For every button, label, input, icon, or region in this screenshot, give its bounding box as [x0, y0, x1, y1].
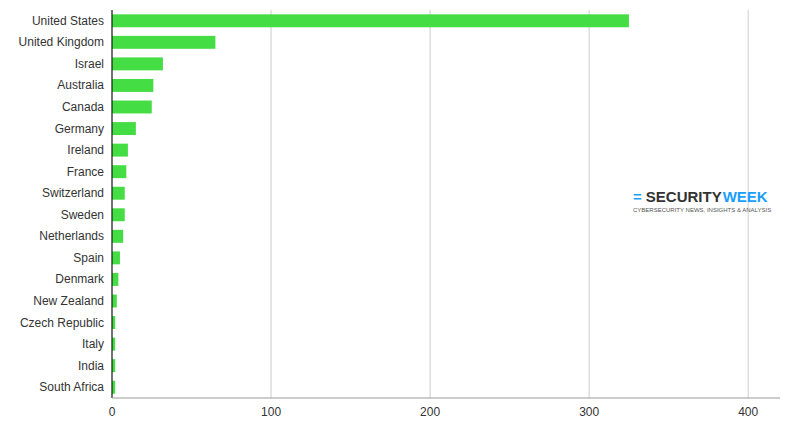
logo-tagline: CYBERSECURITY NEWS, INSIGHTS & ANALYSIS [633, 207, 771, 213]
category-label: Spain [73, 251, 104, 265]
bar [112, 57, 163, 70]
category-label: India [78, 359, 104, 373]
bar [112, 14, 629, 27]
category-label: United Kingdom [19, 35, 104, 49]
logo: =SECURITYWEEK CYBERSECURITY NEWS, INSIGHT… [633, 188, 771, 214]
category-label: Netherlands [39, 229, 104, 243]
bar [112, 251, 120, 264]
logo-text: = [633, 188, 642, 205]
category-label: South Africa [39, 380, 104, 394]
category-label: Italy [82, 337, 104, 351]
bar [112, 230, 123, 243]
grid-line [589, 10, 590, 398]
category-label: Sweden [61, 208, 104, 222]
bar [112, 144, 128, 157]
x-axis: 0 100 200 300 400 [109, 405, 759, 419]
category-label: Australia [57, 78, 104, 92]
category-label: New Zealand [33, 294, 104, 308]
bar [112, 187, 125, 200]
bars [112, 14, 629, 393]
grid [112, 10, 748, 398]
category-label: Switzerland [42, 186, 104, 200]
category-label: Czech Republic [20, 316, 104, 330]
x-axis-line [112, 398, 780, 399]
bar [112, 273, 118, 286]
category-label: Ireland [67, 143, 104, 157]
category-label: Germany [55, 122, 104, 136]
logo-text: WEEK [723, 188, 768, 205]
y-axis-line [112, 10, 113, 398]
tick-label: 0 [109, 405, 116, 419]
category-label: Denmark [55, 272, 105, 286]
tick-label: 200 [420, 405, 440, 419]
category-label: Israel [75, 57, 104, 71]
bar [112, 295, 117, 308]
category-label: Canada [62, 100, 104, 114]
bar [112, 122, 136, 135]
grid-line [430, 10, 431, 398]
tick-label: 100 [261, 405, 281, 419]
tick-label: 400 [738, 405, 758, 419]
bar [112, 79, 153, 92]
category-label: France [67, 165, 105, 179]
bar [112, 165, 126, 178]
bar [112, 208, 125, 221]
y-axis: United States United Kingdom Israel Austral… [19, 14, 105, 394]
grid-line [112, 10, 113, 398]
bar [112, 101, 152, 114]
category-label: United States [32, 14, 104, 28]
bar [112, 36, 215, 49]
chart: 0 100 200 300 400 United States United Kingdom… [0, 0, 800, 428]
grid-line [271, 10, 272, 398]
tick-label: 300 [579, 405, 599, 419]
logo-text: SECURITY [646, 188, 722, 205]
